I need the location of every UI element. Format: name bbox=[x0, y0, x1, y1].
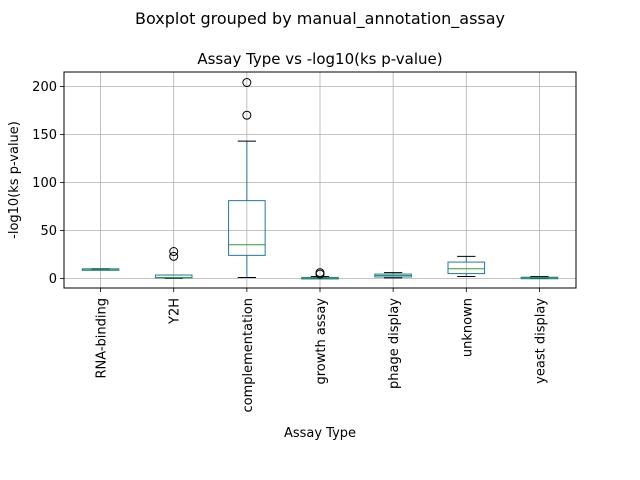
x-tick-label: RNA-binding bbox=[95, 298, 110, 379]
box-iqr bbox=[228, 200, 266, 256]
x-tick-label: unknown bbox=[460, 298, 475, 357]
box-group bbox=[520, 275, 559, 280]
grid-lines bbox=[64, 72, 576, 288]
outlier-point bbox=[242, 78, 252, 88]
outlier-point bbox=[242, 110, 252, 120]
y-tick-label: 100 bbox=[32, 176, 57, 191]
box-group bbox=[228, 78, 266, 278]
chart-title: Assay Type vs -log10(ks p-value) bbox=[197, 50, 442, 68]
y-tick-label: 150 bbox=[32, 128, 57, 143]
figure-suptitle: Boxplot grouped by manual_annotation_ass… bbox=[135, 9, 505, 29]
box-group bbox=[154, 247, 193, 279]
outlier-point bbox=[169, 247, 179, 257]
outlier-point bbox=[169, 251, 179, 261]
y-tick-label: 200 bbox=[32, 80, 57, 95]
box-groups bbox=[81, 78, 559, 280]
y-tick-label: 0 bbox=[49, 272, 57, 287]
box-group bbox=[374, 272, 412, 279]
y-axis-ticks: 0 50 100 150 200 bbox=[32, 80, 64, 287]
x-axis-label: Assay Type bbox=[284, 426, 356, 441]
x-tick-label: growth assay bbox=[314, 298, 329, 385]
box-group bbox=[301, 268, 339, 280]
box-group bbox=[447, 255, 486, 277]
x-tick-label: phage display bbox=[387, 298, 402, 389]
x-axis-ticks: RNA-binding Y2H complementation growth assa… bbox=[95, 288, 548, 413]
y-tick-label: 50 bbox=[40, 224, 57, 239]
x-tick-label: Y2H bbox=[168, 298, 183, 325]
box-group bbox=[81, 268, 120, 271]
outlier-point bbox=[315, 268, 325, 278]
y-axis-label: -log10(ks p-value) bbox=[7, 121, 22, 239]
x-tick-label: yeast display bbox=[533, 298, 548, 384]
box-iqr bbox=[447, 261, 486, 275]
x-tick-label: complementation bbox=[241, 298, 256, 413]
